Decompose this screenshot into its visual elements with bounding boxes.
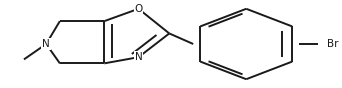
- Text: Br: Br: [327, 39, 338, 49]
- Text: N: N: [42, 39, 50, 49]
- Text: N: N: [135, 52, 142, 62]
- Text: O: O: [134, 4, 143, 14]
